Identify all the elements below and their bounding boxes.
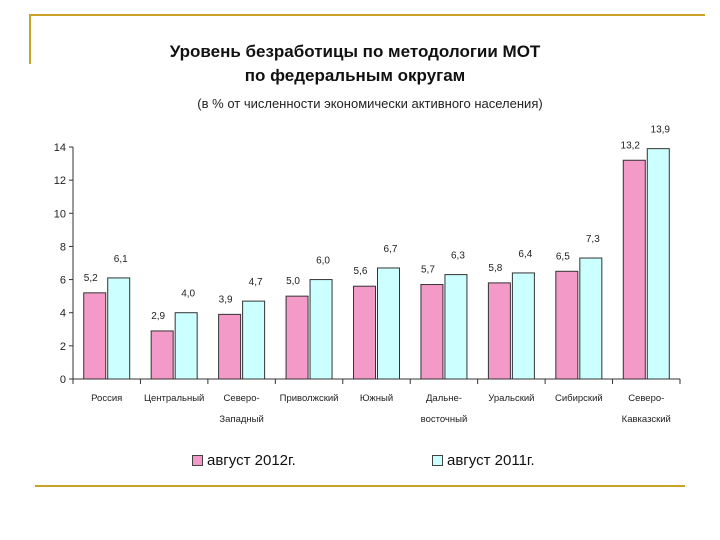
x-tick-label: Россия: [91, 393, 122, 404]
chart-title-line2: по федеральным округам: [244, 66, 466, 85]
bar-2012: [487, 282, 511, 380]
data-label: 13,2: [621, 140, 641, 151]
y-tick-label: 10: [54, 208, 66, 220]
y-tick-label: 8: [60, 241, 66, 253]
y-tick-label: 12: [54, 175, 66, 187]
legend-label-2011: август 2011г.: [447, 452, 535, 469]
data-label: 5,8: [488, 263, 502, 274]
bar-2012: [218, 313, 242, 380]
bar-2011: [107, 277, 131, 380]
x-tick-label: Сибирский: [555, 393, 603, 404]
bar-2012: [150, 330, 174, 380]
data-label: 6,4: [518, 249, 532, 260]
bar-2011: [444, 274, 468, 380]
bar-2011: [242, 300, 266, 380]
bar-2011: [579, 257, 603, 380]
chart-subtitle: (в % от численности экономически активно…: [197, 96, 543, 111]
x-tick-label: Центральный: [144, 393, 204, 404]
bar-2012: [555, 270, 579, 380]
decorative-top-line: [29, 14, 705, 16]
bar-2012: [353, 285, 376, 380]
data-label: 6,0: [316, 256, 330, 267]
data-label: 6,5: [556, 251, 570, 262]
legend-swatch-2011: [432, 455, 443, 466]
x-tick-label: Дальне-: [426, 393, 462, 404]
x-tick-label: Уральский: [488, 393, 534, 404]
decorative-left-line: [29, 14, 31, 64]
bar-2011: [309, 279, 333, 380]
x-tick-label: восточный: [421, 414, 468, 425]
bar-2012: [83, 292, 107, 380]
y-tick-label: 14: [54, 142, 66, 154]
x-tick-label: Приволжский: [280, 393, 339, 404]
x-tick-label: Западный: [219, 414, 263, 425]
data-label: 4,7: [249, 277, 263, 288]
data-label: 5,7: [421, 265, 435, 276]
data-label: 3,9: [219, 294, 233, 305]
y-tick-label: 4: [60, 308, 66, 320]
x-tick-label: Южный: [360, 393, 393, 404]
data-label: 5,6: [354, 266, 368, 277]
bar-2011: [646, 148, 670, 380]
data-label: 5,2: [84, 273, 98, 284]
bar-2012: [420, 284, 444, 380]
bar-2011: [511, 272, 535, 380]
data-label: 6,1: [114, 254, 128, 265]
bar-2012: [285, 295, 309, 380]
data-label: 7,3: [586, 234, 600, 245]
legend-item-2011: август 2011г.: [432, 452, 535, 469]
chart-title-block: Уровень безработицы по методологии МОТ п…: [0, 40, 720, 88]
chart-title: Уровень безработицы по методологии МОТ: [169, 42, 541, 61]
x-tick-label: Кавказский: [622, 414, 671, 425]
data-label: 4,0: [181, 289, 195, 300]
data-label: 5,0: [286, 276, 300, 287]
data-label: 13,9: [651, 125, 671, 136]
decorative-bottom-line: [35, 485, 685, 487]
legend-swatch-2012: [192, 455, 203, 466]
legend-label-2012: август 2012г.: [207, 452, 296, 469]
x-tick-label: Северо-: [628, 393, 664, 404]
bar-2011: [174, 312, 198, 380]
bar-2011: [377, 267, 400, 380]
x-tick-label: Северо-: [224, 393, 260, 404]
y-tick-label: 0: [60, 374, 66, 386]
data-label: 6,7: [384, 244, 398, 255]
y-tick-label: 6: [60, 275, 66, 287]
data-label: 2,9: [151, 311, 165, 322]
y-tick-label: 2: [60, 341, 66, 353]
legend-item-2012: август 2012г.: [192, 452, 296, 469]
bar-2012: [622, 159, 646, 380]
data-label: 6,3: [451, 251, 465, 262]
